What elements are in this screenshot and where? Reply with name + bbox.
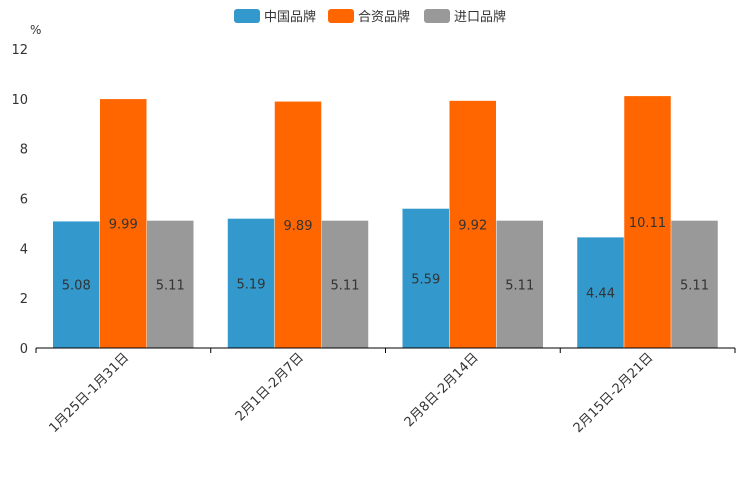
bar-2-4 xyxy=(624,96,671,348)
bar-1-4 xyxy=(577,237,624,348)
bar-value-label: 5.11 xyxy=(505,278,534,293)
legend-swatch xyxy=(424,9,450,23)
legend-label: 合资品牌 xyxy=(358,9,410,25)
x-tick-label: 2月8日-2月14日 xyxy=(402,350,482,430)
bars: 5.08 9.99 5.11 5.19 9.89 5.11 5.59 9.92 5.11 4.44… xyxy=(53,96,718,349)
x-tick-label: 2月1日-2月7日 xyxy=(233,350,307,424)
bar-2-2 xyxy=(274,101,322,349)
y-tick-label: 0 xyxy=(20,342,28,357)
y-tick-label: 2 xyxy=(20,292,28,307)
bar-1-2 xyxy=(227,218,275,348)
y-tick-label: 4 xyxy=(20,242,28,257)
y-axis-unit: % xyxy=(30,23,41,37)
y-tick-label: 6 xyxy=(20,193,28,208)
bar-3-3 xyxy=(496,220,543,348)
y-tick-label: 12 xyxy=(11,43,28,58)
bar-3-2 xyxy=(321,220,369,348)
bar-2-3 xyxy=(449,100,496,349)
bar-value-label: 9.92 xyxy=(458,218,487,233)
bar-2-1 xyxy=(100,99,147,349)
legend: 中国品牌 合资品牌 进口品牌 xyxy=(234,9,506,25)
bar-value-label: 10.11 xyxy=(629,216,666,231)
bar-3-4 xyxy=(671,220,718,348)
bar-value-label: 5.19 xyxy=(237,277,266,292)
x-tick-label: 1月25日-1月31日 xyxy=(46,350,132,436)
legend-swatch xyxy=(328,9,354,23)
bar-3-1 xyxy=(147,220,194,348)
y-tick-label: 10 xyxy=(11,93,28,108)
bar-value-label: 9.89 xyxy=(284,219,313,234)
legend-label: 进口品牌 xyxy=(454,9,506,25)
y-axis: 0 2 4 6 8 10 12 xyxy=(11,43,28,357)
bar-value-label: 4.44 xyxy=(586,287,615,302)
bar-value-label: 9.99 xyxy=(109,218,138,233)
bar-1-1 xyxy=(53,221,100,348)
y-tick-label: 8 xyxy=(20,143,28,158)
bar-value-label: 5.11 xyxy=(680,278,709,293)
bar-1-3 xyxy=(402,208,449,348)
bar-value-label: 5.11 xyxy=(156,278,185,293)
legend-label: 中国品牌 xyxy=(264,9,316,25)
bar-value-label: 5.11 xyxy=(331,278,360,293)
x-axis: 1月25日-1月31日 2月1日-2月7日 2月8日-2月14日 2月15日-2月21… xyxy=(35,348,736,436)
bar-value-label: 5.59 xyxy=(411,272,440,287)
bar-value-label: 5.08 xyxy=(62,279,91,294)
x-tick-label: 2月15日-2月21日 xyxy=(571,350,657,436)
legend-swatch xyxy=(234,9,260,23)
